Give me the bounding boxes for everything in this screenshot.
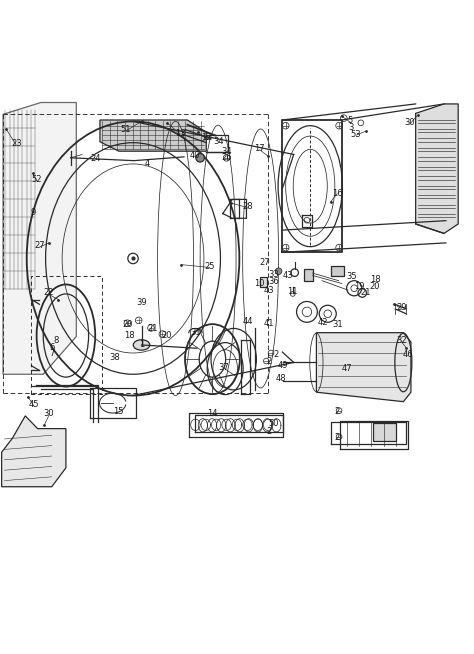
Text: 11: 11 bbox=[288, 286, 298, 296]
Text: 2: 2 bbox=[273, 350, 278, 359]
Circle shape bbox=[275, 268, 282, 275]
Text: 24: 24 bbox=[90, 154, 100, 164]
Text: 38: 38 bbox=[109, 353, 120, 362]
Bar bbox=[304, 269, 313, 281]
Text: 21: 21 bbox=[147, 324, 158, 334]
Text: 4: 4 bbox=[145, 160, 150, 169]
Text: 46: 46 bbox=[403, 350, 413, 359]
Text: 35: 35 bbox=[346, 273, 356, 281]
Text: 9: 9 bbox=[30, 208, 36, 217]
Text: 27: 27 bbox=[259, 258, 270, 267]
Text: 42: 42 bbox=[318, 318, 328, 327]
Text: 21: 21 bbox=[360, 288, 371, 298]
Text: 41: 41 bbox=[264, 318, 274, 328]
Text: 53: 53 bbox=[351, 129, 361, 139]
Text: 45: 45 bbox=[28, 400, 39, 409]
Text: 25: 25 bbox=[204, 262, 215, 271]
Text: 30: 30 bbox=[44, 409, 54, 419]
Text: 13: 13 bbox=[175, 129, 186, 138]
Text: 12: 12 bbox=[201, 133, 211, 143]
Text: 29: 29 bbox=[396, 303, 407, 312]
Text: 32: 32 bbox=[396, 336, 407, 345]
Text: 14: 14 bbox=[207, 409, 218, 419]
Text: 30: 30 bbox=[404, 118, 415, 128]
Bar bbox=[330, 266, 344, 276]
Text: 49: 49 bbox=[278, 361, 289, 370]
Text: 28: 28 bbox=[242, 201, 253, 211]
Text: 26: 26 bbox=[221, 153, 232, 162]
Text: 20: 20 bbox=[122, 320, 133, 329]
Text: 19: 19 bbox=[354, 282, 364, 291]
Polygon shape bbox=[416, 104, 458, 233]
Text: 7: 7 bbox=[49, 349, 55, 358]
Polygon shape bbox=[317, 333, 411, 402]
Text: 5: 5 bbox=[348, 116, 353, 126]
Text: 34: 34 bbox=[221, 146, 232, 156]
Text: 33: 33 bbox=[268, 269, 279, 279]
Text: 36: 36 bbox=[268, 277, 279, 286]
Text: 8: 8 bbox=[54, 336, 59, 345]
Text: 17: 17 bbox=[255, 144, 265, 153]
Text: 20: 20 bbox=[370, 282, 380, 291]
Polygon shape bbox=[100, 120, 206, 151]
Text: 50: 50 bbox=[269, 419, 279, 428]
Text: 48: 48 bbox=[275, 373, 286, 383]
Text: 43: 43 bbox=[264, 286, 274, 295]
Text: 43: 43 bbox=[283, 271, 293, 281]
Circle shape bbox=[196, 154, 204, 162]
Text: 31: 31 bbox=[332, 320, 343, 329]
Text: 23: 23 bbox=[11, 139, 22, 148]
Text: 47: 47 bbox=[341, 364, 352, 373]
Text: 18: 18 bbox=[124, 331, 135, 340]
Text: 27: 27 bbox=[34, 241, 45, 250]
Text: 2: 2 bbox=[335, 407, 340, 416]
Ellipse shape bbox=[133, 340, 150, 350]
Text: 37: 37 bbox=[219, 363, 229, 372]
Polygon shape bbox=[3, 103, 76, 374]
Bar bbox=[373, 423, 396, 441]
Text: 16: 16 bbox=[332, 189, 343, 198]
Text: 52: 52 bbox=[31, 175, 42, 184]
Text: 1: 1 bbox=[139, 341, 144, 349]
Text: 44: 44 bbox=[242, 317, 253, 326]
Text: 3: 3 bbox=[349, 123, 354, 132]
Text: 20: 20 bbox=[162, 331, 173, 340]
Text: 2: 2 bbox=[266, 428, 272, 436]
Text: 39: 39 bbox=[136, 298, 147, 307]
Text: 22: 22 bbox=[44, 288, 54, 298]
Text: 10: 10 bbox=[255, 279, 265, 288]
Text: 18: 18 bbox=[370, 275, 380, 284]
Text: 15: 15 bbox=[113, 407, 123, 416]
Text: 6: 6 bbox=[49, 343, 55, 353]
Text: 2: 2 bbox=[335, 433, 340, 442]
Text: 2: 2 bbox=[266, 358, 272, 366]
Text: 31: 31 bbox=[190, 328, 201, 337]
Text: 51: 51 bbox=[121, 125, 131, 134]
Bar bbox=[260, 277, 267, 287]
Text: 40: 40 bbox=[189, 152, 200, 160]
Text: 34: 34 bbox=[214, 137, 224, 146]
Polygon shape bbox=[1, 416, 66, 487]
